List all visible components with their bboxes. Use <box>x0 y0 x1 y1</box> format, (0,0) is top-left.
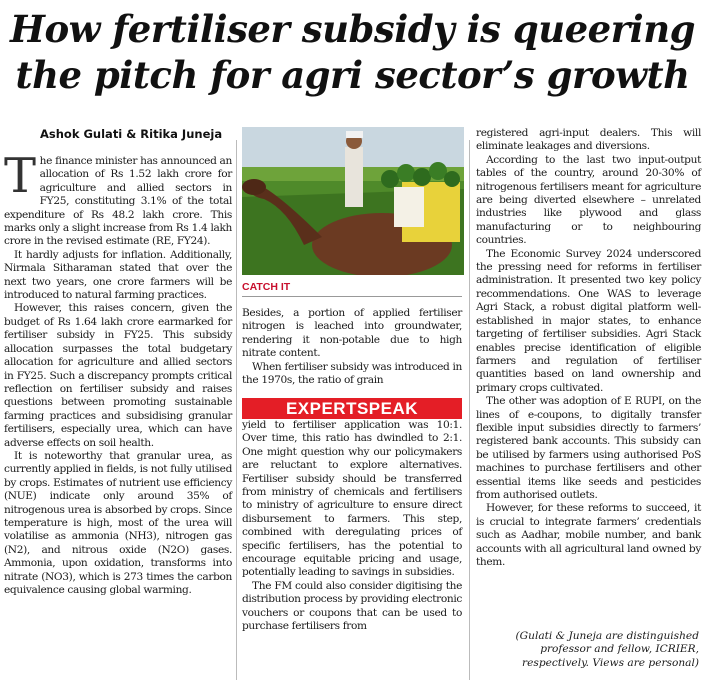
paragraph-7: yield to fertiliser application was 10:1… <box>242 419 462 579</box>
paragraph-6: When fertiliser subsidy was introduced i… <box>242 360 462 387</box>
article-photo <box>242 127 464 275</box>
article-column-3: registered agri-input dealers. This will… <box>476 127 701 569</box>
expertspeak-banner: EXPERTSPEAK <box>242 398 462 419</box>
article-column-2-top: Besides, a portion of applied fertiliser… <box>242 307 462 387</box>
paragraph-9: registered agri-input dealers. This will… <box>476 127 701 153</box>
paragraph-10: According to the last two input-output t… <box>476 153 701 247</box>
paragraph-2: It hardly adjusts for inflation. Additio… <box>4 248 232 302</box>
column-divider-left <box>236 140 237 680</box>
paragraph-13: However, for these reforms to succeed, i… <box>476 502 701 568</box>
article-column-2-bottom: yield to fertiliser application was 10:1… <box>242 419 462 634</box>
drop-cap: T <box>4 148 36 204</box>
paragraph-11: The Economic Survey 2024 underscored the… <box>476 247 701 394</box>
headline: How fertiliser subsidy is queering the p… <box>0 6 705 98</box>
paragraph-8: The FM could also consider digitising th… <box>242 579 462 633</box>
paragraph-4: It is noteworthy that granular urea, as … <box>4 449 232 596</box>
paragraph-3: However, this raises concern, given the … <box>4 302 232 449</box>
paragraph-5: Besides, a portion of applied fertiliser… <box>242 307 462 360</box>
photo-caption: CATCH IT <box>242 281 291 293</box>
column-divider-right <box>469 140 470 680</box>
farmer-camel-illustration <box>242 127 464 275</box>
paragraph-12: The other was adoption of E RUPI, on the… <box>476 395 701 501</box>
headline-line-1: How fertiliser subsidy is queering <box>9 7 696 51</box>
headline-line-2: the pitch for agri sector’s growth <box>15 53 691 97</box>
byline: Ashok Gulati & Ritika Juneja <box>40 127 223 141</box>
caption-divider <box>242 296 462 297</box>
author-note: (Gulati & Juneja are distinguished profe… <box>515 630 699 669</box>
